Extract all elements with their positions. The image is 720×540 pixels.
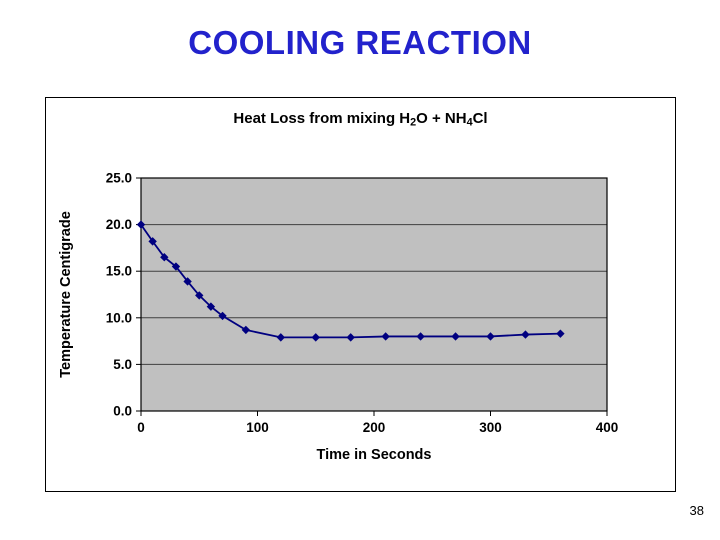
data-point-marker	[346, 333, 355, 342]
chart-title: Heat Loss from mixing H2O + NH4Cl	[46, 110, 675, 129]
line-chart: 0.0 5.0 10.0 15.0 20.0 25.0 0 100 200 300 400 Tempe…	[58, 171, 619, 464]
x-tick-label: 100	[246, 420, 269, 435]
data-point-marker	[451, 332, 460, 341]
x-tick-label: 300	[479, 420, 502, 435]
data-point-marker	[195, 291, 204, 300]
x-axis-title: Time in Seconds	[317, 447, 432, 463]
data-point-marker	[416, 332, 425, 341]
y-tick-label: 20.0	[106, 217, 132, 232]
y-tick-label: 25.0	[106, 171, 132, 186]
data-point-marker	[311, 333, 320, 342]
y-tick-label: 0.0	[113, 404, 132, 419]
x-tick-label: 200	[363, 420, 386, 435]
data-point-marker	[276, 333, 285, 342]
plot-area	[141, 178, 607, 411]
x-tick-label: 0	[137, 420, 145, 435]
x-tick-label: 400	[596, 420, 619, 435]
chart-title-text: O + NH	[416, 110, 467, 127]
chart-frame: 0.0 5.0 10.0 15.0 20.0 25.0 0 100 200 300 400 Tempe…	[45, 97, 676, 492]
data-point-marker	[381, 332, 390, 341]
chart-title-subscript: 2	[410, 116, 417, 129]
data-point-marker	[556, 329, 565, 338]
y-axis-title: Temperature Centigrade	[58, 211, 74, 378]
chart-title-text: Heat Loss from mixing H	[233, 110, 411, 127]
data-point-marker	[160, 253, 169, 262]
y-tick-label: 5.0	[113, 357, 132, 372]
data-point-marker	[241, 325, 251, 335]
slide-title: COOLING REACTION	[188, 24, 532, 61]
chart-title-subscript: 4	[466, 116, 473, 129]
data-point-marker	[486, 332, 495, 341]
data-point-marker	[148, 237, 157, 246]
chart-title-text: Cl	[472, 110, 488, 127]
y-tick-label: 10.0	[106, 310, 132, 325]
data-point-marker	[218, 311, 227, 321]
page-number: 38	[689, 503, 704, 518]
y-tick-label: 15.0	[106, 264, 132, 279]
data-point-marker	[171, 262, 181, 271]
